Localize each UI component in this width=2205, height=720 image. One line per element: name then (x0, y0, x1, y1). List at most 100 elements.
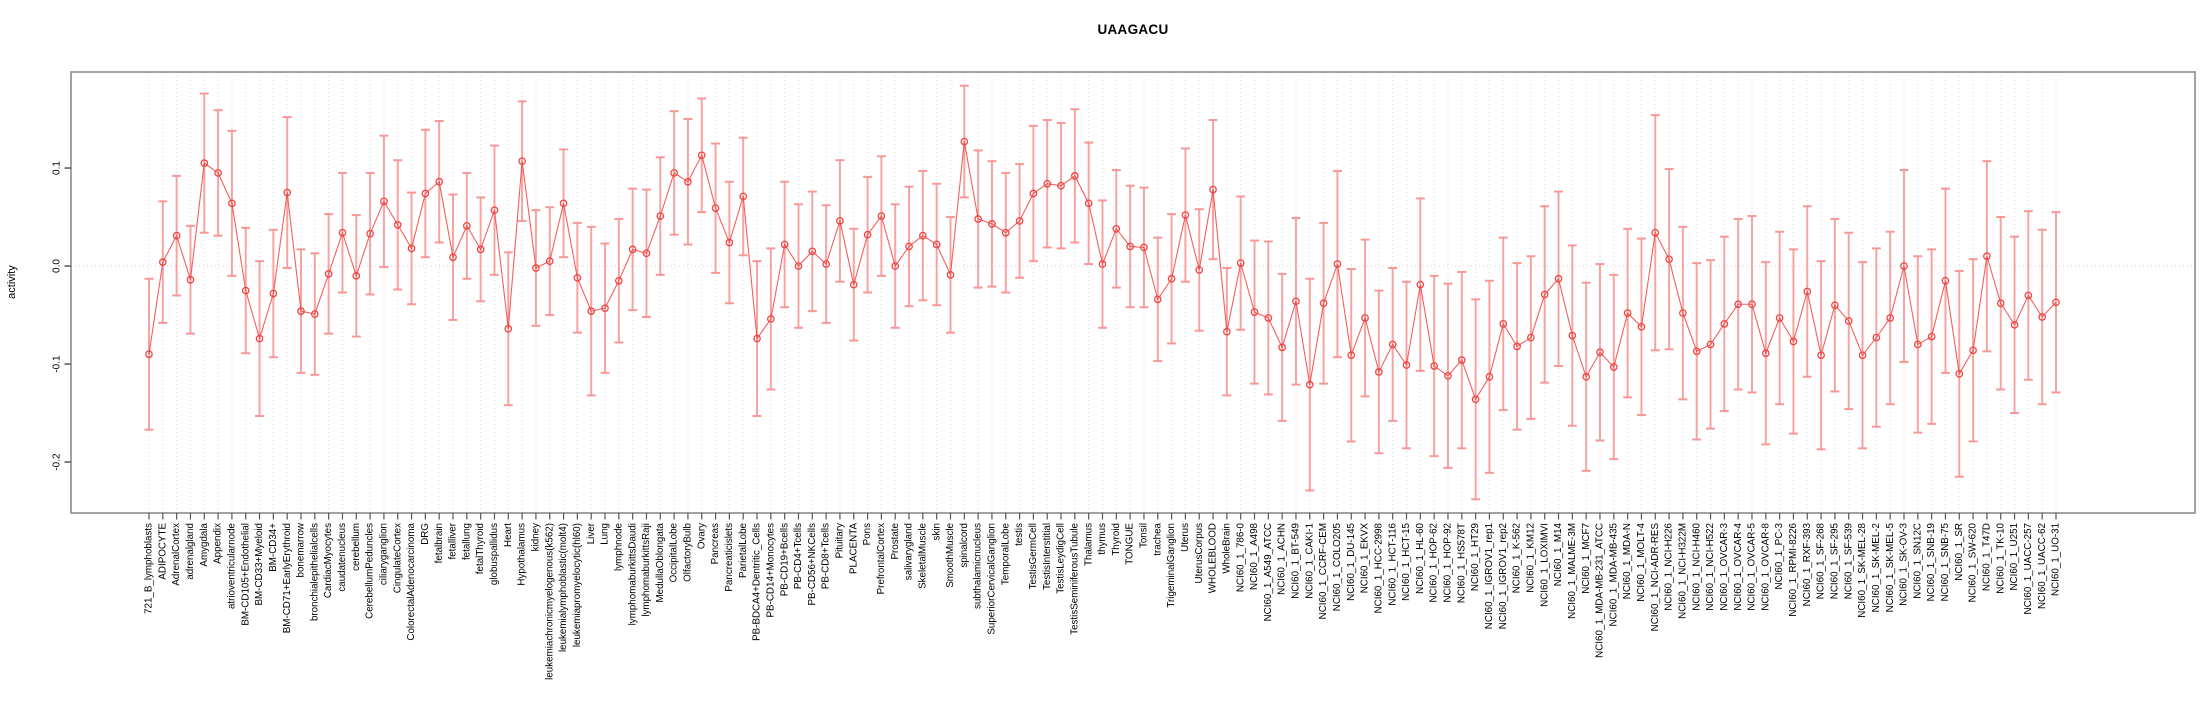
data-point (1388, 340, 1397, 349)
data-point (1457, 356, 1466, 364)
data-point (1195, 266, 1204, 274)
y-tick-label: -0.1 (52, 355, 63, 373)
data-point (601, 304, 609, 313)
data-point (684, 177, 692, 186)
x-tick-label: NCI60_1_K-562 (1512, 523, 1523, 593)
x-tick-label: SmoothMuscle (945, 522, 956, 587)
data-point (172, 231, 181, 240)
x-tick-label: fetallung (461, 523, 472, 560)
x-tick-label: NCI60_1_OVCAR-8 (1760, 522, 1771, 610)
data-point (1609, 363, 1618, 371)
x-tick-label: NCI60_1_MOLT-4 (1636, 522, 1647, 601)
y-tick-label: 0.0 (52, 259, 63, 273)
data-point (1057, 181, 1065, 190)
data-point (1430, 362, 1439, 370)
data-point (1416, 280, 1425, 289)
data-point (435, 177, 444, 186)
data-point (1264, 314, 1273, 322)
x-tick-label: Appendix (213, 523, 224, 564)
data-point (504, 324, 513, 333)
data-point (158, 258, 167, 266)
data-point (1540, 290, 1549, 299)
x-tick-label: NCI60_1_COLO205 (1332, 522, 1343, 611)
x-tick-label: NCI60_1_SK-MEL-5 (1885, 522, 1896, 612)
x-tick-label: NCI60_1_KM12 (1525, 523, 1536, 593)
x-tick-label: Liver (586, 522, 597, 544)
data-point (1029, 189, 1038, 198)
data-point (1623, 309, 1632, 317)
x-tick-label: NCI60_1_SNB-75 (1940, 522, 1951, 601)
data-point (1858, 351, 1867, 360)
data-point (739, 192, 748, 201)
x-tick-label: NCI60_1_HCC-2998 (1373, 522, 1384, 613)
x-tick-label: NCI60_1_A498 (1249, 522, 1260, 590)
data-point (1955, 369, 1964, 378)
x-tick-label: NCI60_1_RPMI-8226 (1788, 522, 1799, 616)
data-point (1236, 259, 1245, 267)
data-point (808, 247, 817, 256)
y-axis: 0.1 0.0 -0.1 -0.2 (52, 161, 71, 471)
x-tick-label: NCI60_1_DU-145 (1346, 522, 1357, 600)
data-point (960, 137, 969, 146)
data-point (1071, 172, 1079, 180)
x-tick-label: fetalliver (448, 522, 459, 559)
x-tick-label: NCI60_1_MDA-N (1622, 523, 1633, 599)
data-point (1679, 309, 1687, 317)
data-point (849, 280, 858, 289)
x-tick-label: NCI60_1_MCF7 (1581, 523, 1592, 594)
x-tick-label: caudatenucleus (337, 523, 348, 592)
x-tick-label: bronchialepithelialcells (309, 523, 320, 621)
x-tick-label: cerebellum (351, 523, 362, 571)
x-tick-label: NCI60_1_NCI-H460 (1691, 522, 1702, 610)
data-point (297, 307, 305, 315)
chart-title: UAAGACU (1097, 22, 1169, 37)
data-point (1720, 320, 1729, 328)
x-tick-label: AdrenalCortex (171, 523, 182, 586)
data-point (1983, 252, 1991, 261)
data-point (1140, 243, 1148, 252)
x-tick-label: leukemialymphoblastic(molt4) (558, 523, 569, 652)
x-tick-label: PB-BDCA4+Dentritic_Cells (752, 523, 763, 641)
x-tick-label: NCI60_1_HCT-15 (1401, 522, 1412, 600)
data-point (1734, 300, 1743, 309)
data-point (587, 307, 596, 315)
data-point (1996, 299, 2005, 308)
x-tick-label: salivarygland (904, 523, 915, 580)
x-tick-label: NCI60_1_SF-268 (1816, 522, 1827, 599)
data-point (380, 197, 388, 206)
data-point (1250, 308, 1259, 316)
data-point (1568, 331, 1577, 340)
data-point (725, 238, 734, 247)
x-tick-label: fetalbrain (434, 523, 445, 563)
x-tick-label: BM-CD71+EarlyErythroid (282, 523, 293, 633)
data-point (1596, 348, 1604, 357)
data-point (1333, 260, 1342, 268)
data-point (1527, 333, 1535, 342)
x-tick-label: TrigeminalGanglion (1166, 523, 1177, 608)
data-point (145, 350, 153, 359)
x-tick-label: ADIPOCYTE (157, 523, 168, 580)
data-point (822, 260, 830, 268)
x-tick-label: thymus (1097, 523, 1108, 555)
x-tick-label: BM-CD34+ (268, 523, 279, 572)
x-tick-label: NCI60_1_HS578T (1456, 523, 1467, 603)
data-point (1167, 274, 1176, 283)
data-point (352, 271, 361, 280)
x-tick-label: ciliaryganglion (379, 523, 390, 585)
x-tick-label: TemporalLobe (1000, 522, 1011, 585)
data-point (711, 204, 720, 213)
x-tick-label: CardiacMyocytes (323, 523, 334, 598)
series-line (148, 141, 2057, 401)
x-tick-label: UterusCorpus (1194, 523, 1205, 584)
data-point (919, 231, 927, 240)
data-point (490, 206, 499, 215)
x-tick-label: NCI60_1_MALME-3M (1567, 523, 1578, 619)
x-tick-label: PB-CD19+Bcells (779, 523, 790, 596)
x-tick-label: NCI60_1_PC-3 (1774, 522, 1785, 589)
data-point (200, 159, 209, 167)
x-tick-label: trachea (1152, 522, 1163, 555)
x-tick-label: NCI60_1_MDA-MB-435 (1608, 522, 1619, 626)
data-point (642, 249, 651, 258)
x-tick-label: NCI60_1_NCI-H322M (1677, 523, 1688, 619)
